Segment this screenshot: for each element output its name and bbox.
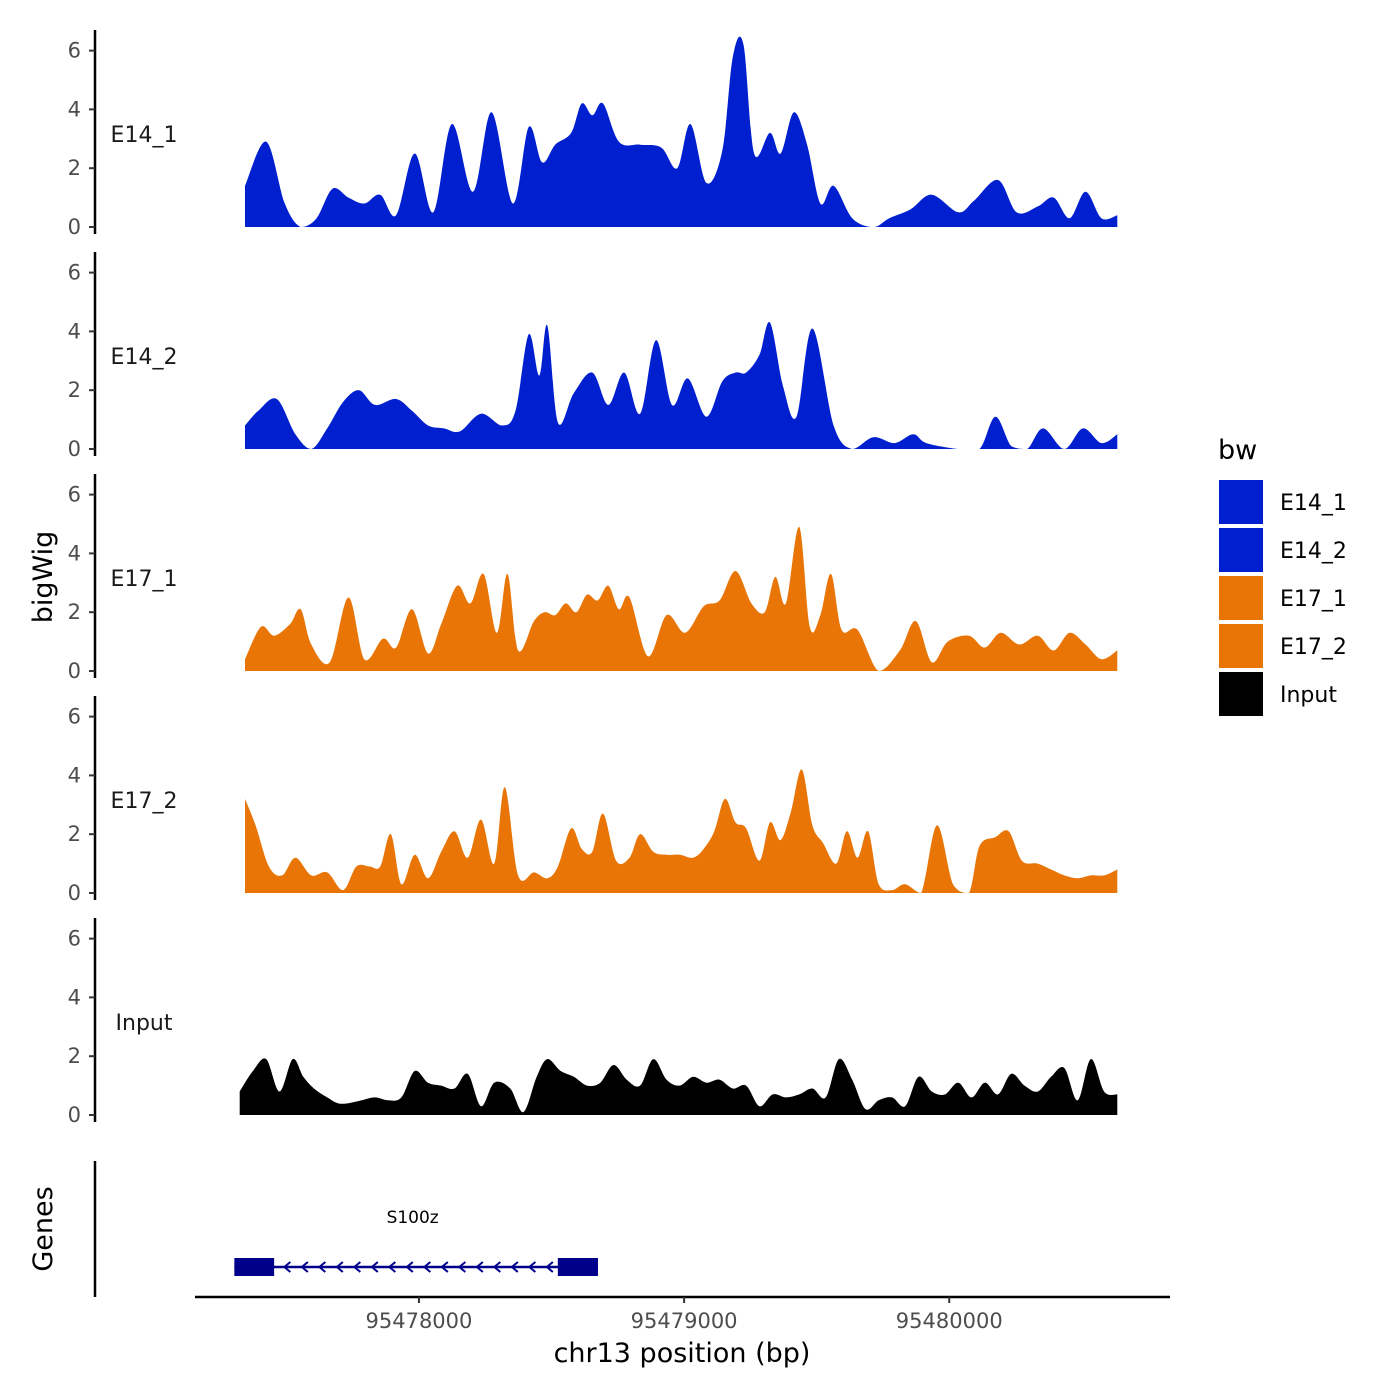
- x-tick-label: 95478000: [366, 1309, 473, 1333]
- strand-arrow: [457, 1261, 466, 1273]
- legend-swatch: [1219, 480, 1263, 524]
- legend-swatch: [1219, 624, 1263, 668]
- strand-arrow: [387, 1261, 396, 1273]
- y-tick-label: 6: [68, 705, 81, 729]
- strand-arrow: [545, 1261, 554, 1273]
- strand-arrow: [492, 1261, 501, 1273]
- strand-arrow: [317, 1261, 326, 1273]
- track-label: E14_1: [111, 123, 178, 148]
- gene-exon: [557, 1258, 598, 1276]
- y-tick-label: 2: [68, 600, 81, 624]
- legend-title: bw: [1218, 435, 1257, 466]
- y-tick-label: 2: [68, 822, 81, 846]
- strand-arrow: [282, 1261, 291, 1273]
- strand-arrow: [422, 1261, 431, 1273]
- y-tick-label: 4: [68, 763, 81, 787]
- y-tick-label: 4: [68, 985, 81, 1009]
- gene-name-label: S100z: [387, 1208, 439, 1228]
- legend-item: Input: [1219, 672, 1337, 716]
- strand-arrow: [370, 1261, 379, 1273]
- track-label: E17_1: [111, 567, 178, 592]
- y-tick-label: 0: [68, 1103, 81, 1127]
- legend-swatch: [1219, 576, 1263, 620]
- track-label: E17_2: [111, 789, 178, 814]
- legend-swatch: [1219, 528, 1263, 572]
- track-e17-2: 0 2 4 6 E17_2: [68, 696, 1118, 905]
- coverage-area-e17-1: [245, 526, 1118, 671]
- strand-arrow: [352, 1261, 361, 1273]
- strand-arrow: [300, 1261, 309, 1273]
- coverage-area-e17-2: [245, 769, 1118, 893]
- legend-swatch: [1219, 672, 1263, 716]
- legend-label: E17_2: [1280, 635, 1347, 660]
- x-axis-title: chr13 position (bp): [554, 1338, 811, 1369]
- legend: bw E14_1 E14_2 E17_1 E17_2 Input: [1218, 435, 1347, 716]
- strand-arrow: [335, 1261, 344, 1273]
- legend-label: E17_1: [1280, 587, 1347, 612]
- coverage-area-input: [239, 1058, 1118, 1115]
- y-tick-label: 6: [68, 261, 81, 285]
- strand-arrow: [527, 1261, 536, 1273]
- strand-arrow: [475, 1261, 484, 1273]
- y-tick-label: 2: [68, 1044, 81, 1068]
- coverage-area-e14-2: [245, 321, 1118, 449]
- x-tick-label: 95479000: [631, 1309, 738, 1333]
- y-axis-title: bigWig: [28, 531, 59, 624]
- strand-arrow: [510, 1261, 519, 1273]
- track-e14-2: 0 2 4 6 E14_2: [68, 252, 1118, 461]
- track-label: E14_2: [111, 345, 178, 370]
- y-tick-label: 6: [68, 483, 81, 507]
- legend-label: E14_1: [1280, 491, 1347, 516]
- y-tick-label: 4: [68, 97, 81, 121]
- x-tick-label: 95480000: [896, 1309, 1003, 1333]
- legend-items: E14_1 E14_2 E17_1 E17_2 Input: [1219, 480, 1347, 716]
- gene-model: S100z: [234, 1208, 598, 1276]
- track-e14-1: 0 2 4 6 E14_1: [68, 30, 1118, 239]
- legend-label: E14_2: [1280, 539, 1347, 564]
- y-tick-label: 6: [68, 927, 81, 951]
- legend-label: Input: [1280, 683, 1337, 708]
- y-tick-label: 0: [68, 659, 81, 683]
- y-tick-label: 6: [68, 39, 81, 63]
- gene-panel: Genes S100z: [28, 1161, 598, 1297]
- y-tick-label: 0: [68, 881, 81, 905]
- legend-item: E14_1: [1219, 480, 1347, 524]
- legend-item: E14_2: [1219, 528, 1347, 572]
- x-axis-ticks: 95478000 95479000 95480000: [366, 1297, 1003, 1333]
- x-axis: 95478000 95479000 95480000 chr13 position …: [195, 1295, 1170, 1369]
- track-label: Input: [116, 1011, 173, 1036]
- track-e17-1: 0 2 4 6 E17_1: [68, 474, 1118, 683]
- strand-arrow: [440, 1261, 449, 1273]
- legend-item: E17_2: [1219, 624, 1347, 668]
- gene-models: S100z: [234, 1208, 598, 1276]
- y-tick-label: 0: [68, 215, 81, 239]
- legend-item: E17_1: [1219, 576, 1347, 620]
- coverage-area-e14-1: [245, 36, 1118, 227]
- y-tick-label: 2: [68, 378, 81, 402]
- y-tick-label: 4: [68, 319, 81, 343]
- track-input: 0 2 4 6 Input: [68, 918, 1118, 1127]
- strand-arrow: [405, 1261, 414, 1273]
- gene-exon: [234, 1258, 275, 1276]
- y-tick-label: 4: [68, 541, 81, 565]
- y-tick-label: 0: [68, 437, 81, 461]
- y-tick-label: 2: [68, 156, 81, 180]
- gene-panel-title: Genes: [28, 1186, 59, 1271]
- coverage-tracks: 0 2 4 6 E14_1 0 2 4 6 E14_2 0 2 4 6 E17_1 0 2 4 6 E17_2 0 2 4 6…: [68, 30, 1118, 1127]
